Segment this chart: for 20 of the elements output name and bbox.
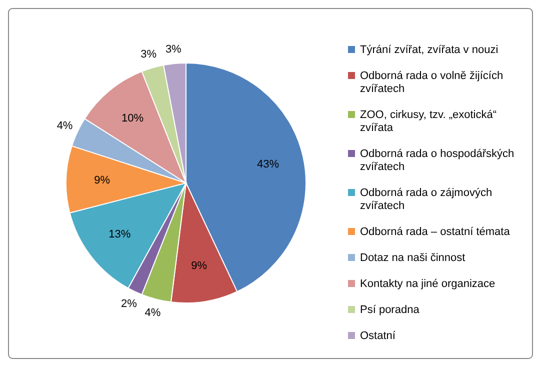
data-label: 10%	[121, 112, 144, 124]
legend-label: Kontakty na jiné organizace	[360, 278, 496, 290]
legend-label: Týrání zvířat, zvířata v nouzi	[360, 44, 498, 56]
data-label: 2%	[120, 298, 138, 310]
legend-label: ZOO, cirkusy, tzv. „exotická“ zvířata	[360, 109, 497, 134]
legend-label: Psí poradna	[360, 304, 420, 316]
data-label: 3%	[140, 48, 157, 60]
legend-label: Odborná rada o volně žijících zvířatech	[360, 70, 504, 95]
data-label: 9%	[94, 174, 110, 186]
data-label: 3%	[165, 44, 182, 56]
legend-label: Ostatní	[360, 330, 396, 342]
legend-label: Dotaz na naši činnost	[360, 252, 466, 264]
data-label: 13%	[108, 228, 131, 240]
data-label: 4%	[144, 306, 161, 319]
legend-label: Odborná rada – ostatní témata	[360, 226, 511, 238]
data-label: 4%	[56, 120, 73, 132]
data-label: 43%	[256, 158, 280, 171]
legend-label: Odborná rada o hospodářských zvířatech	[360, 148, 514, 173]
data-label: 9%	[191, 260, 208, 272]
legend-label: Odborná rada o zájmových zvířatech	[360, 187, 492, 212]
